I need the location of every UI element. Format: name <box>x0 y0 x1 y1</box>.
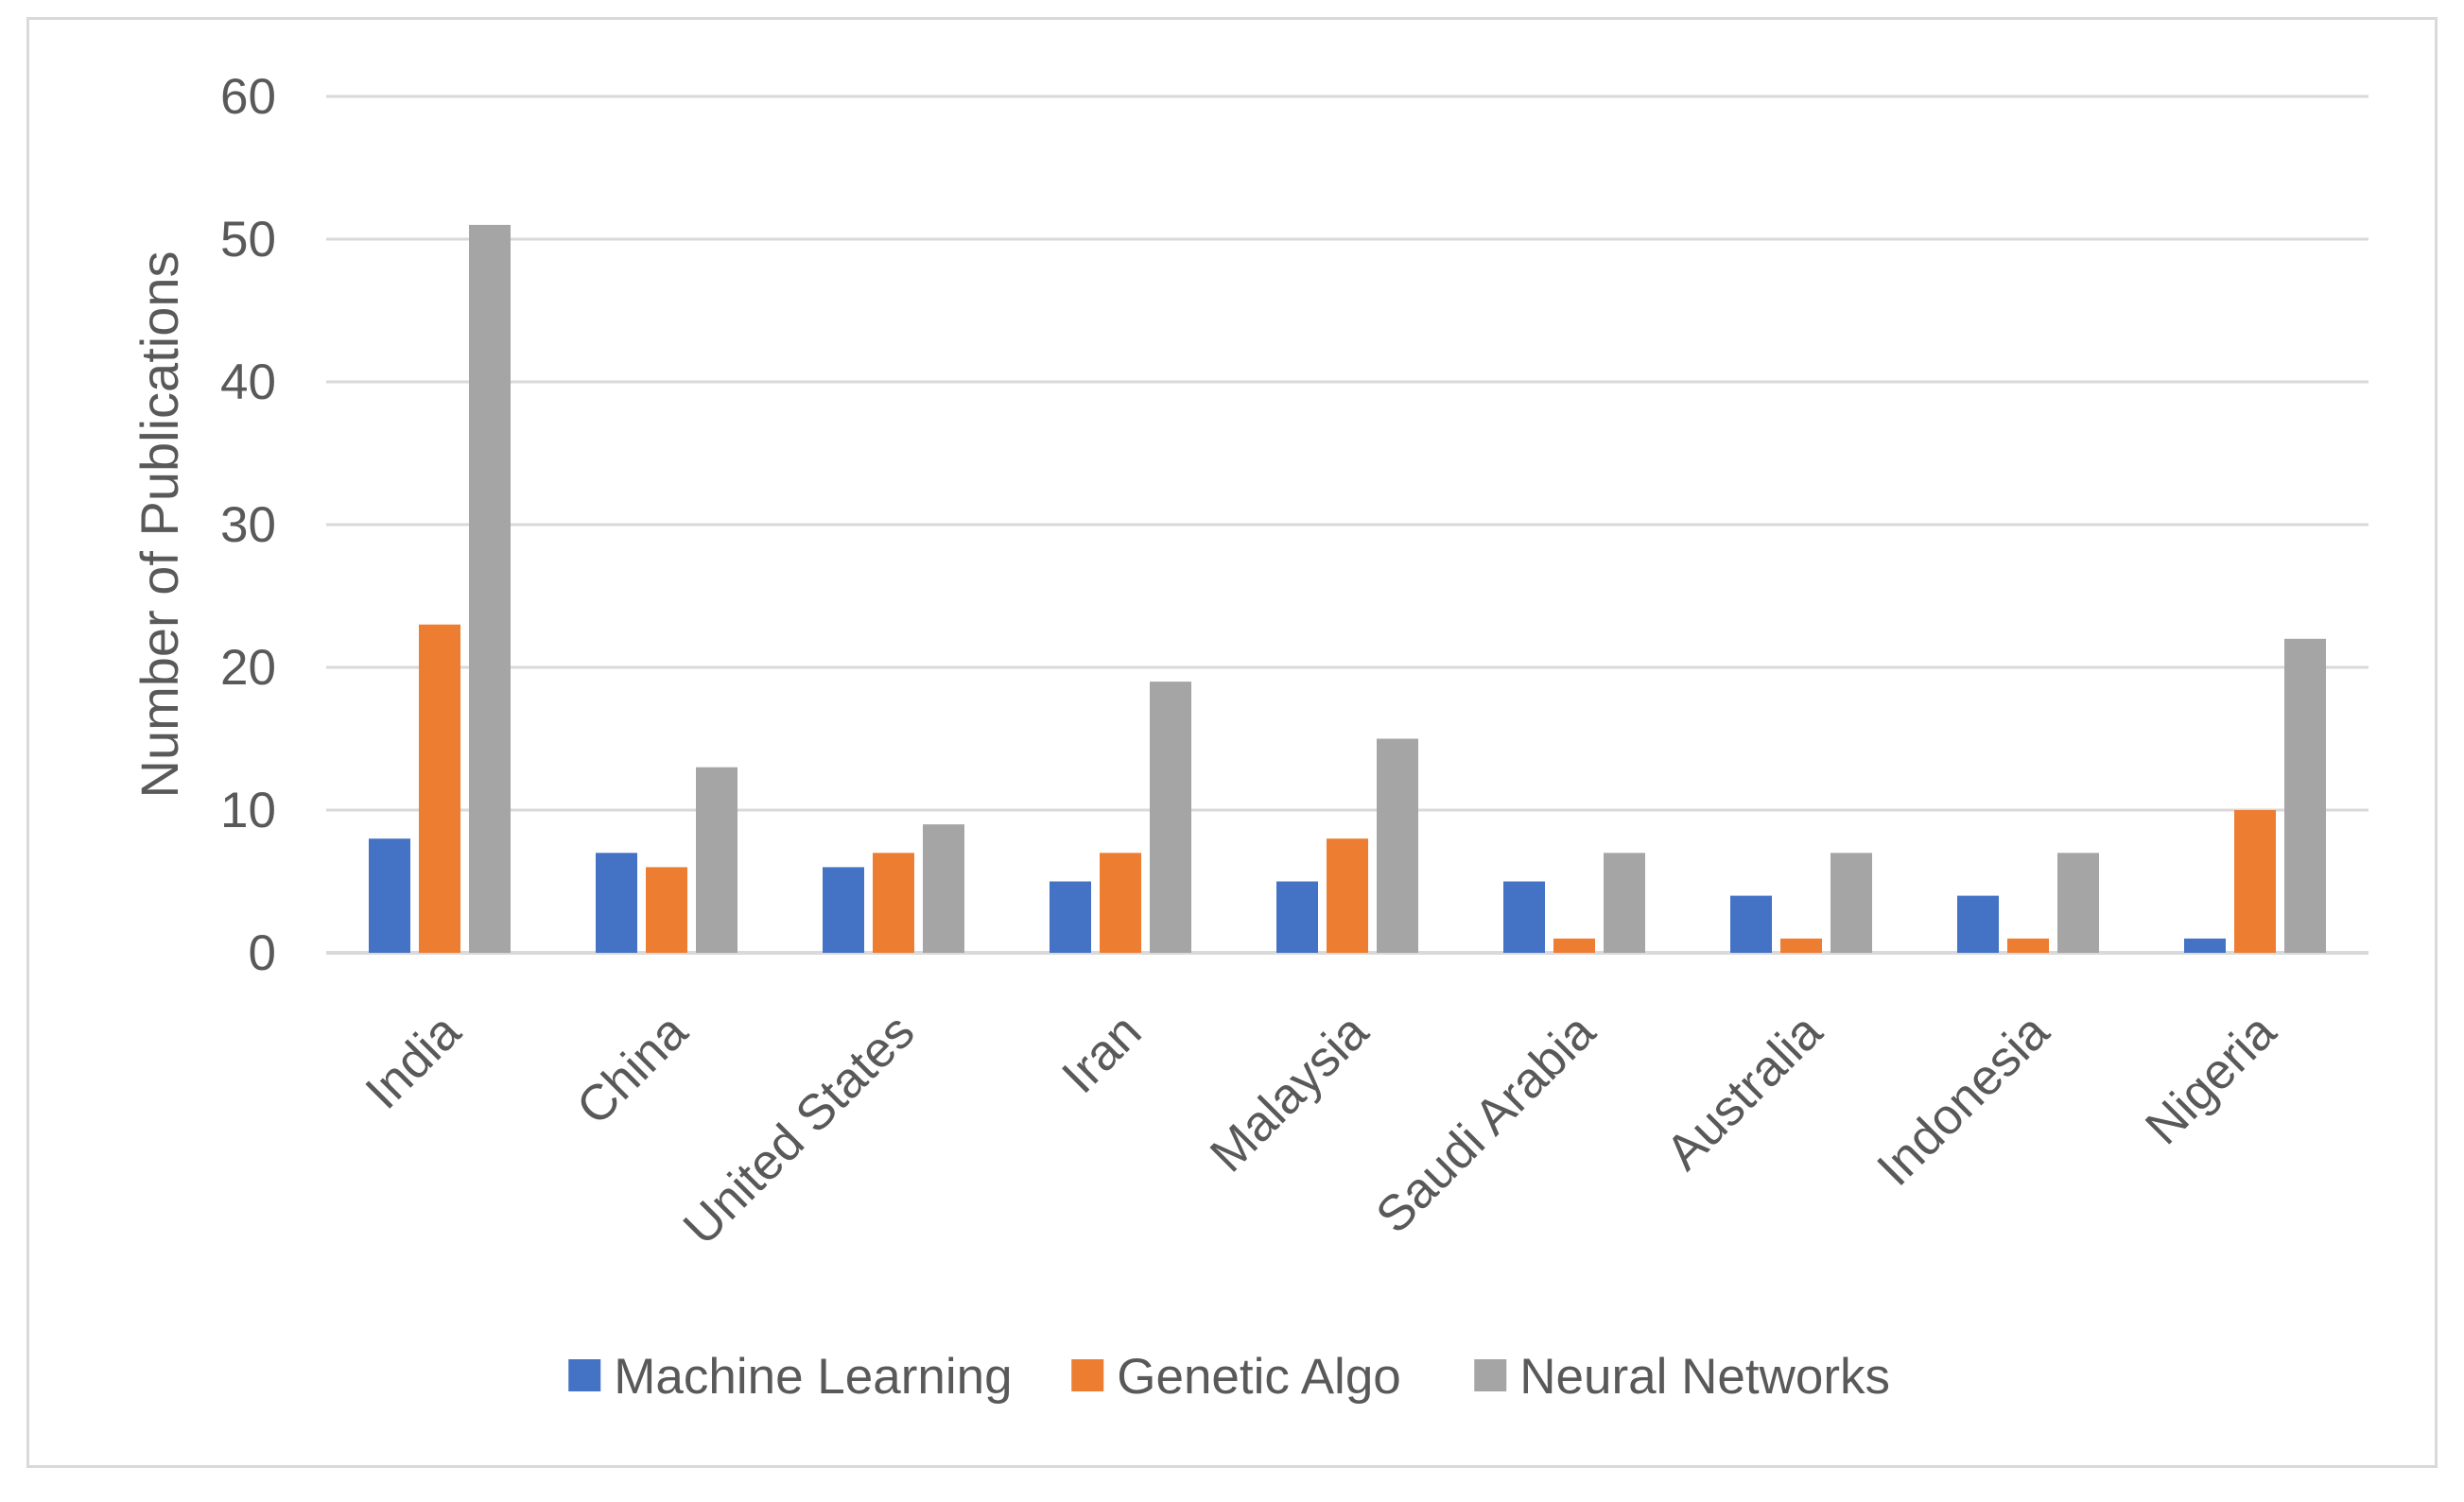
bar-genetic-algo-indonesia <box>2007 938 2049 953</box>
legend-label: Neural Networks <box>1519 1349 1890 1405</box>
y-axis-ticks: 0 10 20 30 40 50 60 <box>220 69 276 981</box>
x-tick-label: Australia <box>1656 1003 1833 1181</box>
y-tick-label: 50 <box>220 212 276 268</box>
x-tick-label: China <box>566 1003 699 1135</box>
bar-genetic-algo-saudi-arabia <box>1553 938 1595 953</box>
x-tick-label: Nigeria <box>2135 1003 2287 1155</box>
legend-swatch-machine-learning <box>568 1359 601 1391</box>
y-tick-label: 40 <box>220 354 276 410</box>
bar-neural-networks-malaysia <box>1377 738 1418 953</box>
legend-label: Machine Learning <box>614 1349 1012 1405</box>
bar-genetic-algo-malaysia <box>1327 838 1368 953</box>
bar-machine-learning-china <box>596 853 637 953</box>
x-tick-label: India <box>355 1003 471 1119</box>
x-tick-label: United States <box>673 1004 926 1256</box>
legend-label: Genetic Algo <box>1117 1349 1401 1405</box>
bar-neural-networks-india <box>469 224 511 953</box>
bar-machine-learning-australia <box>1730 895 1772 953</box>
bar-genetic-algo-united-states <box>873 853 914 953</box>
y-tick-label: 0 <box>249 925 276 981</box>
bar-machine-learning-united-states <box>823 867 864 953</box>
bar-genetic-algo-china <box>646 867 687 953</box>
bar-neural-networks-saudi-arabia <box>1604 853 1645 953</box>
bar-machine-learning-nigeria <box>2184 938 2226 953</box>
bar-machine-learning-iran <box>1050 881 1091 953</box>
y-tick-label: 10 <box>220 783 276 838</box>
legend-swatch-neural-networks <box>1474 1359 1507 1391</box>
y-tick-label: 60 <box>220 69 276 125</box>
bar-genetic-algo-australia <box>1780 938 1822 953</box>
bar-machine-learning-india <box>369 838 410 953</box>
bar-neural-networks-iran <box>1150 682 1191 953</box>
y-axis-title: Number of Publications <box>130 251 189 799</box>
bar-machine-learning-malaysia <box>1276 881 1318 953</box>
x-tick-label: Saudi Arabia <box>1365 1003 1606 1244</box>
bar-genetic-algo-iran <box>1100 853 1141 953</box>
x-tick-label: Indonesia <box>1866 1003 2060 1197</box>
x-tick-label: Iran <box>1051 1004 1152 1104</box>
bar-neural-networks-indonesia <box>2057 853 2099 953</box>
legend: Machine Learning Genetic Algo Neural Netwo… <box>568 1349 1890 1405</box>
bar-machine-learning-indonesia <box>1957 895 1999 953</box>
bar-neural-networks-nigeria <box>2284 638 2326 953</box>
gridlines <box>326 95 2369 955</box>
y-tick-label: 20 <box>220 640 276 696</box>
bars <box>369 224 2326 953</box>
bar-neural-networks-australia <box>1831 853 1872 953</box>
bar-machine-learning-saudi-arabia <box>1503 881 1545 953</box>
bar-genetic-algo-nigeria <box>2234 810 2276 953</box>
x-tick-label: Malaysia <box>1200 1003 1379 1183</box>
bar-neural-networks-china <box>696 767 737 953</box>
legend-swatch-genetic-algo <box>1071 1359 1104 1391</box>
bar-genetic-algo-india <box>419 624 460 953</box>
y-tick-label: 30 <box>220 497 276 553</box>
bar-neural-networks-united-states <box>923 824 964 953</box>
